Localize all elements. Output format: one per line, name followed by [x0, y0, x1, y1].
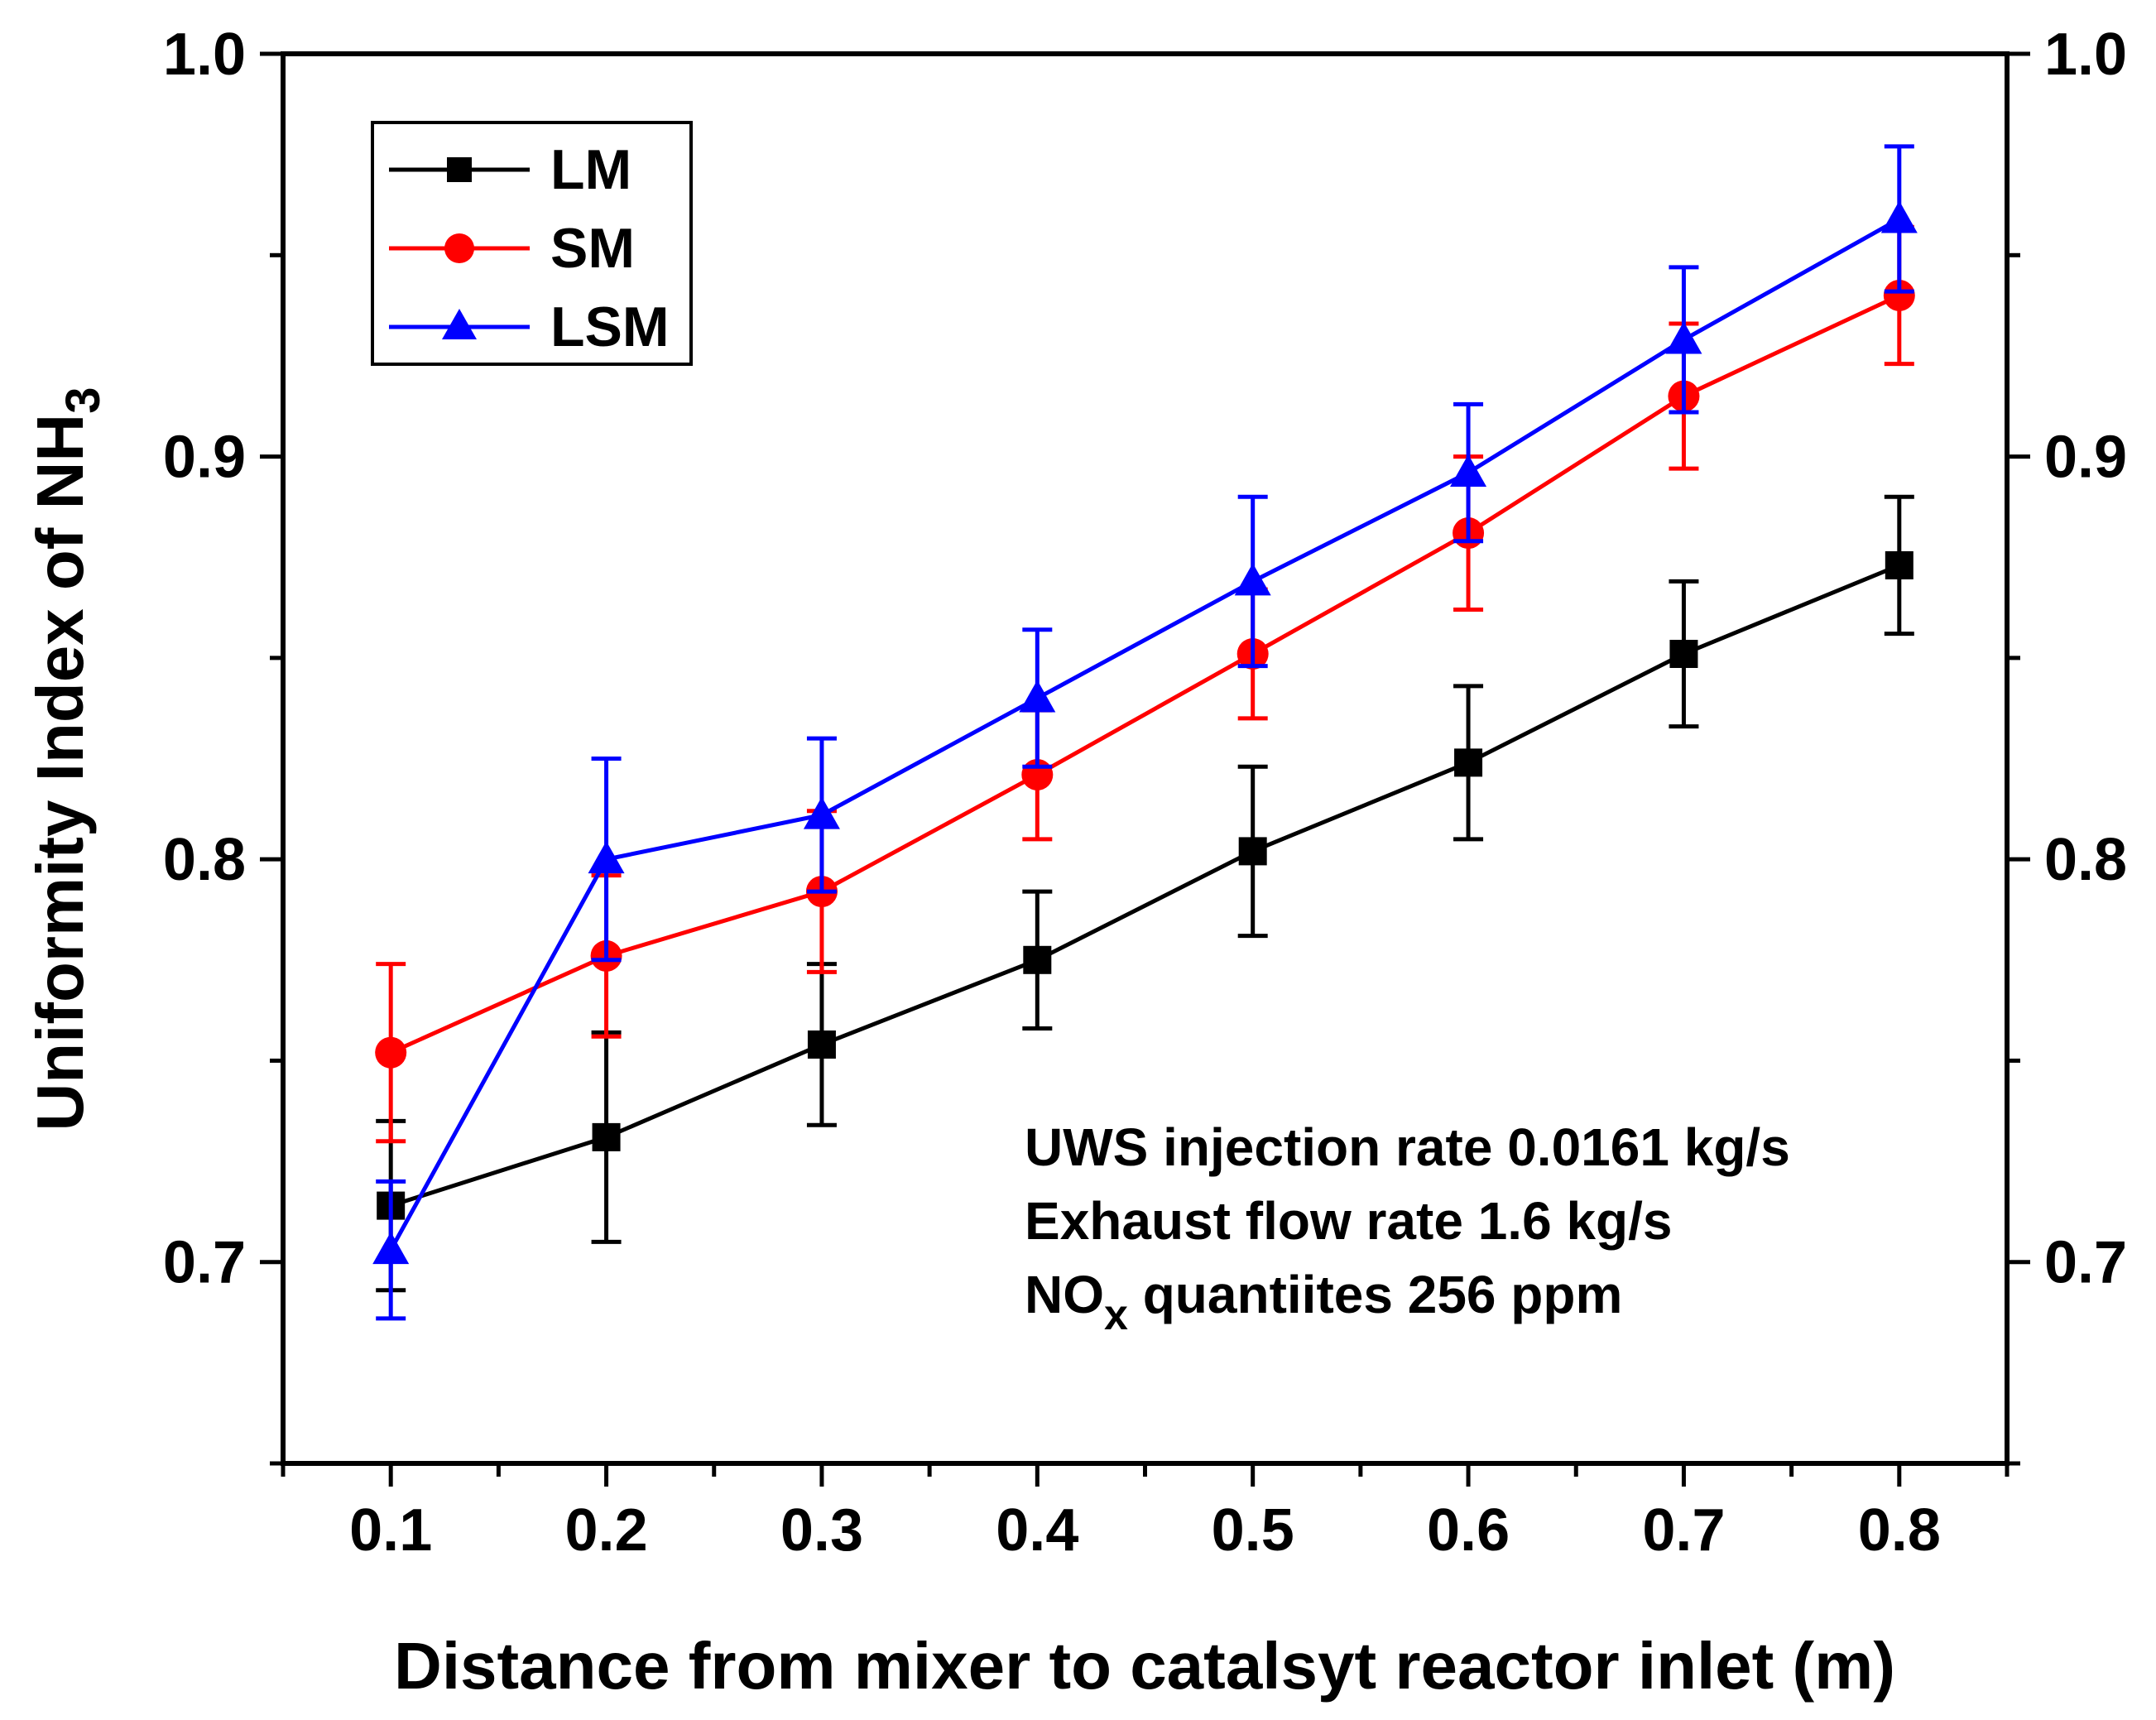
data-point-lsm: [1234, 563, 1271, 596]
data-point-sm: [1883, 279, 1915, 311]
legend-marker-lm: [447, 157, 472, 182]
data-point-lm: [1023, 945, 1052, 974]
y-axis-left-ticks: 0.7 0.8 0.9 1.0: [163, 22, 283, 1466]
y-left-tick-label: 0.9: [163, 425, 246, 491]
x-tick-label: 0.3: [780, 1497, 863, 1564]
data-point-lm: [807, 1030, 836, 1059]
y-axis-title-main: Uniformity Index of NH: [23, 414, 97, 1131]
data-point-lsm: [803, 796, 840, 829]
series-lsm: [372, 144, 1918, 1321]
x-axis-ticks: 0.1 0.2 0.3 0.4 0.5 0.6 0.7 0.8: [281, 1463, 2010, 1564]
annotation-nox-subscript: x: [1104, 1291, 1128, 1339]
data-point-lm: [1454, 748, 1483, 777]
x-tick-label: 0.5: [1212, 1497, 1294, 1564]
legend-marker-sm: [444, 233, 474, 263]
series-lm: [376, 494, 1914, 1293]
annotation-exhaust-flow: Exhaust flow rate 1.6 kg/s: [1025, 1191, 1673, 1251]
x-tick-label: 0.8: [1858, 1497, 1941, 1564]
legend-label-lsm: LSM: [550, 295, 670, 358]
y-right-tick-label: 0.7: [2044, 1230, 2127, 1296]
data-point-lm: [592, 1122, 621, 1151]
x-tick-label: 0.4: [996, 1497, 1078, 1564]
legend: LM SM LSM: [371, 121, 693, 366]
series-line-lm: [390, 563, 1900, 1208]
data-point-lm: [1238, 837, 1267, 866]
y-left-tick-label: 0.8: [163, 827, 246, 893]
annotation-nox-suffix: quantiites 256 ppm: [1128, 1265, 1622, 1324]
y-right-tick-label: 0.8: [2044, 827, 2127, 893]
data-point-lsm: [588, 841, 625, 874]
data-point-lsm: [1450, 454, 1487, 488]
legend-label-sm: SM: [550, 217, 635, 280]
x-axis-title: Distance from mixer to catalsyt reactor …: [394, 1629, 1895, 1703]
y-left-tick-label: 1.0: [163, 22, 246, 88]
data-point-sm: [375, 1036, 407, 1069]
data-point-lm: [1669, 639, 1698, 668]
annotation-injection-rate: UWS injection rate 0.0161 kg/s: [1025, 1117, 1790, 1177]
data-point-lsm: [1665, 321, 1702, 354]
conditions-annotation: UWS injection rate 0.0161 kg/s Exhaust f…: [1025, 1117, 1790, 1339]
annotation-nox: NOx quantiites 256 ppm: [1025, 1265, 1622, 1339]
legend-box: [371, 121, 693, 366]
data-point-lm: [1885, 550, 1914, 579]
series-line-sm: [390, 293, 1900, 1055]
y-right-tick-label: 0.9: [2044, 425, 2127, 491]
x-tick-label: 0.6: [1427, 1497, 1510, 1564]
y-axis-title-subscript: 3: [56, 387, 110, 414]
legend-label-lm: LM: [550, 138, 631, 201]
data-point-lsm: [1880, 200, 1918, 233]
y-left-tick-label: 0.7: [163, 1230, 246, 1296]
y-right-tick-label: 1.0: [2044, 22, 2127, 88]
x-tick-label: 0.7: [1642, 1497, 1725, 1564]
series-line-lsm: [388, 217, 1901, 1252]
y-axis-title: Uniformity Index of NH3: [23, 387, 110, 1131]
annotation-nox-prefix: NO: [1025, 1265, 1104, 1324]
data-point-lsm: [1019, 680, 1056, 713]
x-tick-label: 0.2: [565, 1497, 648, 1564]
data-point-lsm: [372, 1232, 410, 1265]
y-axis-right-ticks: 0.7 0.8 0.9 1.0: [2007, 22, 2127, 1466]
series-layer: [372, 144, 1918, 1321]
legend-marker-lsm: [442, 309, 477, 339]
x-tick-label: 0.1: [349, 1497, 432, 1564]
